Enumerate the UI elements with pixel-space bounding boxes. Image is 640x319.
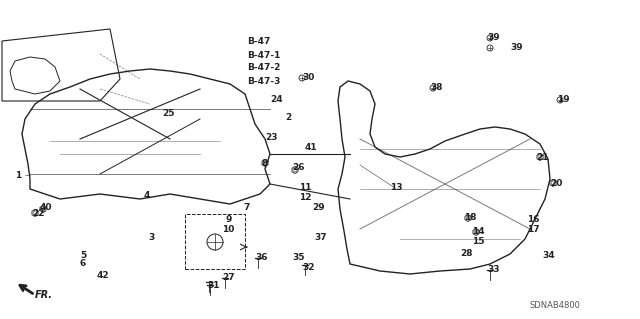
- Text: 39: 39: [487, 33, 500, 42]
- Text: 11: 11: [299, 183, 312, 192]
- Text: B-47-3: B-47-3: [247, 77, 280, 85]
- Text: 18: 18: [464, 213, 477, 222]
- Text: 9: 9: [225, 216, 232, 225]
- Text: 26: 26: [292, 164, 305, 173]
- Text: 30: 30: [302, 73, 314, 83]
- Text: 25: 25: [162, 108, 175, 117]
- Text: 37: 37: [314, 234, 326, 242]
- Text: 5: 5: [80, 250, 86, 259]
- Text: FR.: FR.: [35, 290, 53, 300]
- Text: 6: 6: [80, 258, 86, 268]
- Text: 24: 24: [270, 95, 283, 105]
- Text: 31: 31: [207, 280, 220, 290]
- Text: 8: 8: [262, 159, 268, 167]
- Text: 1: 1: [15, 170, 21, 180]
- Text: 34: 34: [542, 250, 555, 259]
- Text: 19: 19: [557, 95, 570, 105]
- Text: B-47-1: B-47-1: [247, 50, 280, 60]
- Text: 7: 7: [243, 204, 250, 212]
- Text: 13: 13: [390, 183, 403, 192]
- Text: 27: 27: [222, 273, 235, 283]
- Text: 28: 28: [460, 249, 472, 257]
- Text: B-47: B-47: [247, 38, 270, 47]
- Text: 39: 39: [510, 43, 523, 53]
- Text: 40: 40: [40, 204, 52, 212]
- Text: 41: 41: [305, 144, 317, 152]
- Text: 16: 16: [527, 216, 540, 225]
- Text: 17: 17: [527, 226, 540, 234]
- Text: 3: 3: [148, 234, 154, 242]
- Text: SDNAB4800: SDNAB4800: [529, 300, 580, 309]
- Text: 36: 36: [255, 254, 268, 263]
- Text: 21: 21: [536, 153, 548, 162]
- Text: 29: 29: [312, 204, 324, 212]
- Text: B-47-2: B-47-2: [247, 63, 280, 72]
- Text: 14: 14: [472, 227, 484, 236]
- Text: 38: 38: [430, 84, 442, 93]
- Text: 2: 2: [285, 114, 291, 122]
- Text: 33: 33: [487, 265, 499, 275]
- Text: 12: 12: [299, 192, 312, 202]
- Text: 15: 15: [472, 238, 484, 247]
- Text: 32: 32: [302, 263, 314, 272]
- Text: 22: 22: [32, 209, 45, 218]
- Text: 35: 35: [292, 254, 305, 263]
- Text: 4: 4: [144, 190, 150, 199]
- Text: 42: 42: [97, 271, 109, 279]
- Text: 23: 23: [265, 133, 278, 143]
- Text: 20: 20: [550, 179, 563, 188]
- Text: 10: 10: [222, 226, 234, 234]
